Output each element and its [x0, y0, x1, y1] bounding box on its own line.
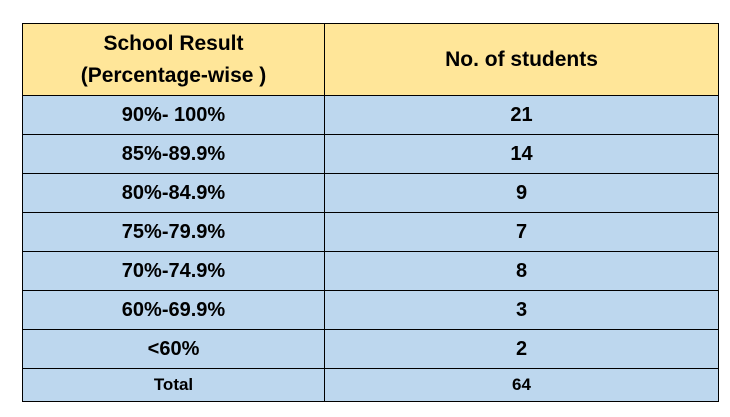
table-row: 85%-89.9% 14 [22, 134, 719, 174]
total-row: Total 64 [22, 368, 719, 402]
school-results-table: School Result (Percentage-wise ) No. of … [22, 23, 719, 402]
count-cell: 3 [324, 290, 719, 330]
results-table-container: School Result (Percentage-wise ) No. of … [22, 23, 719, 402]
range-cell: 60%-69.9% [22, 290, 325, 330]
header-school-result-line1: School Result [103, 32, 244, 55]
table-row: 60%-69.9% 3 [22, 290, 719, 330]
table-row: 70%-74.9% 8 [22, 251, 719, 291]
range-cell: <60% [22, 329, 325, 369]
range-cell: 70%-74.9% [22, 251, 325, 291]
header-school-result-line2: (Percentage-wise ) [80, 63, 267, 87]
range-cell: 75%-79.9% [22, 212, 325, 252]
total-count: 64 [324, 368, 719, 402]
range-cell: 90%- 100% [22, 95, 325, 135]
total-label: Total [22, 368, 325, 402]
table-row: <60% 2 [22, 329, 719, 369]
range-cell: 80%-84.9% [22, 173, 325, 213]
count-cell: 21 [324, 95, 719, 135]
table-row: 75%-79.9% 7 [22, 212, 719, 252]
header-no-of-students: No. of students [324, 23, 719, 96]
count-cell: 14 [324, 134, 719, 174]
header-school-result: School Result (Percentage-wise ) [22, 23, 325, 96]
header-row: School Result (Percentage-wise ) No. of … [22, 23, 719, 96]
count-cell: 8 [324, 251, 719, 291]
table-row: 90%- 100% 21 [22, 95, 719, 135]
range-cell: 85%-89.9% [22, 134, 325, 174]
count-cell: 7 [324, 212, 719, 252]
table-row: 80%-84.9% 9 [22, 173, 719, 213]
count-cell: 9 [324, 173, 719, 213]
count-cell: 2 [324, 329, 719, 369]
